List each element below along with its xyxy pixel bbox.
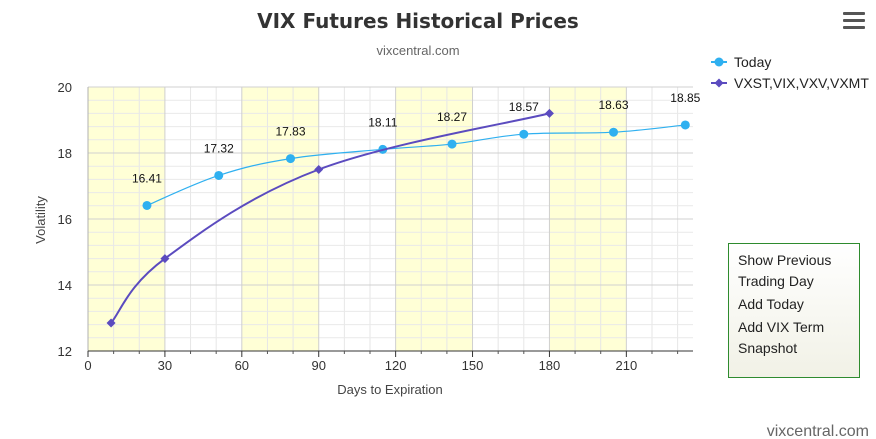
- context-menu: Show Previous Trading Day Add Today Add …: [728, 243, 860, 378]
- y-axis-title: Volatility: [33, 196, 48, 244]
- credit-link[interactable]: vixcentral.com: [767, 423, 869, 439]
- menu-item-show-previous[interactable]: Show Previous Trading Day: [738, 252, 832, 289]
- data-point[interactable]: [609, 127, 619, 137]
- data-point[interactable]: [214, 170, 224, 180]
- data-label: 17.83: [276, 125, 306, 139]
- data-label: 18.63: [599, 98, 629, 112]
- data-point[interactable]: [106, 318, 116, 328]
- axes: 0 30 60 90 120 150 180 210 12 14 16 18 20: [58, 80, 693, 373]
- chart-title: VIX Futures Historical Prices: [257, 9, 579, 33]
- data-label: 18.57: [509, 100, 539, 114]
- hamburger-menu-icon[interactable]: [843, 12, 865, 32]
- x-tick-label: 0: [84, 358, 91, 373]
- data-label: 16.41: [132, 171, 162, 185]
- y-tick-label: 12: [58, 344, 72, 359]
- data-label: 18.11: [368, 115, 397, 129]
- chart-subtitle: vixcentral.com: [376, 43, 459, 58]
- x-tick-label: 210: [615, 358, 637, 373]
- x-tick-label: 120: [385, 358, 407, 373]
- y-tick-label: 14: [58, 278, 72, 293]
- data-point[interactable]: [519, 129, 529, 139]
- x-tick-label: 60: [235, 358, 249, 373]
- y-tick-label: 20: [58, 80, 72, 95]
- data-labels: 16.41 17.32 17.83 18.11 18.27 18.57 18.63 18.85: [132, 91, 701, 186]
- series-line-0: [146, 124, 686, 207]
- y-tick-label: 16: [58, 212, 72, 227]
- data-point[interactable]: [314, 165, 324, 174]
- legend-marker: [714, 57, 724, 67]
- data-point[interactable]: [286, 154, 296, 164]
- menu-item-add-term-snapshot[interactable]: Add VIX Term Snapshot: [738, 319, 825, 356]
- x-axis-title: Days to Expiration: [337, 382, 443, 397]
- data-label: 17.32: [204, 141, 234, 155]
- x-tick-label: 180: [539, 358, 561, 373]
- y-tick-label: 18: [58, 146, 72, 161]
- legend-item[interactable]: VXST,VIX,VXV,VXMT: [734, 75, 869, 91]
- legend-item[interactable]: Today: [734, 54, 771, 70]
- series-layer: [106, 108, 690, 328]
- legend: Today VXST,VIX,VXV,VXMT: [711, 54, 869, 91]
- series-line-1: [110, 112, 550, 324]
- data-point[interactable]: [447, 139, 457, 149]
- grid-lines: [88, 86, 693, 352]
- data-point[interactable]: [680, 120, 690, 130]
- x-tick-label: 90: [311, 358, 325, 373]
- data-point[interactable]: [160, 254, 170, 264]
- data-point[interactable]: [544, 108, 554, 118]
- data-label: 18.85: [670, 91, 700, 105]
- x-tick-label: 30: [158, 358, 172, 373]
- data-label: 18.27: [437, 110, 467, 124]
- menu-item-add-today[interactable]: Add Today: [738, 296, 804, 312]
- legend-marker: [714, 78, 724, 88]
- data-point[interactable]: [142, 200, 152, 210]
- x-tick-label: 150: [462, 358, 484, 373]
